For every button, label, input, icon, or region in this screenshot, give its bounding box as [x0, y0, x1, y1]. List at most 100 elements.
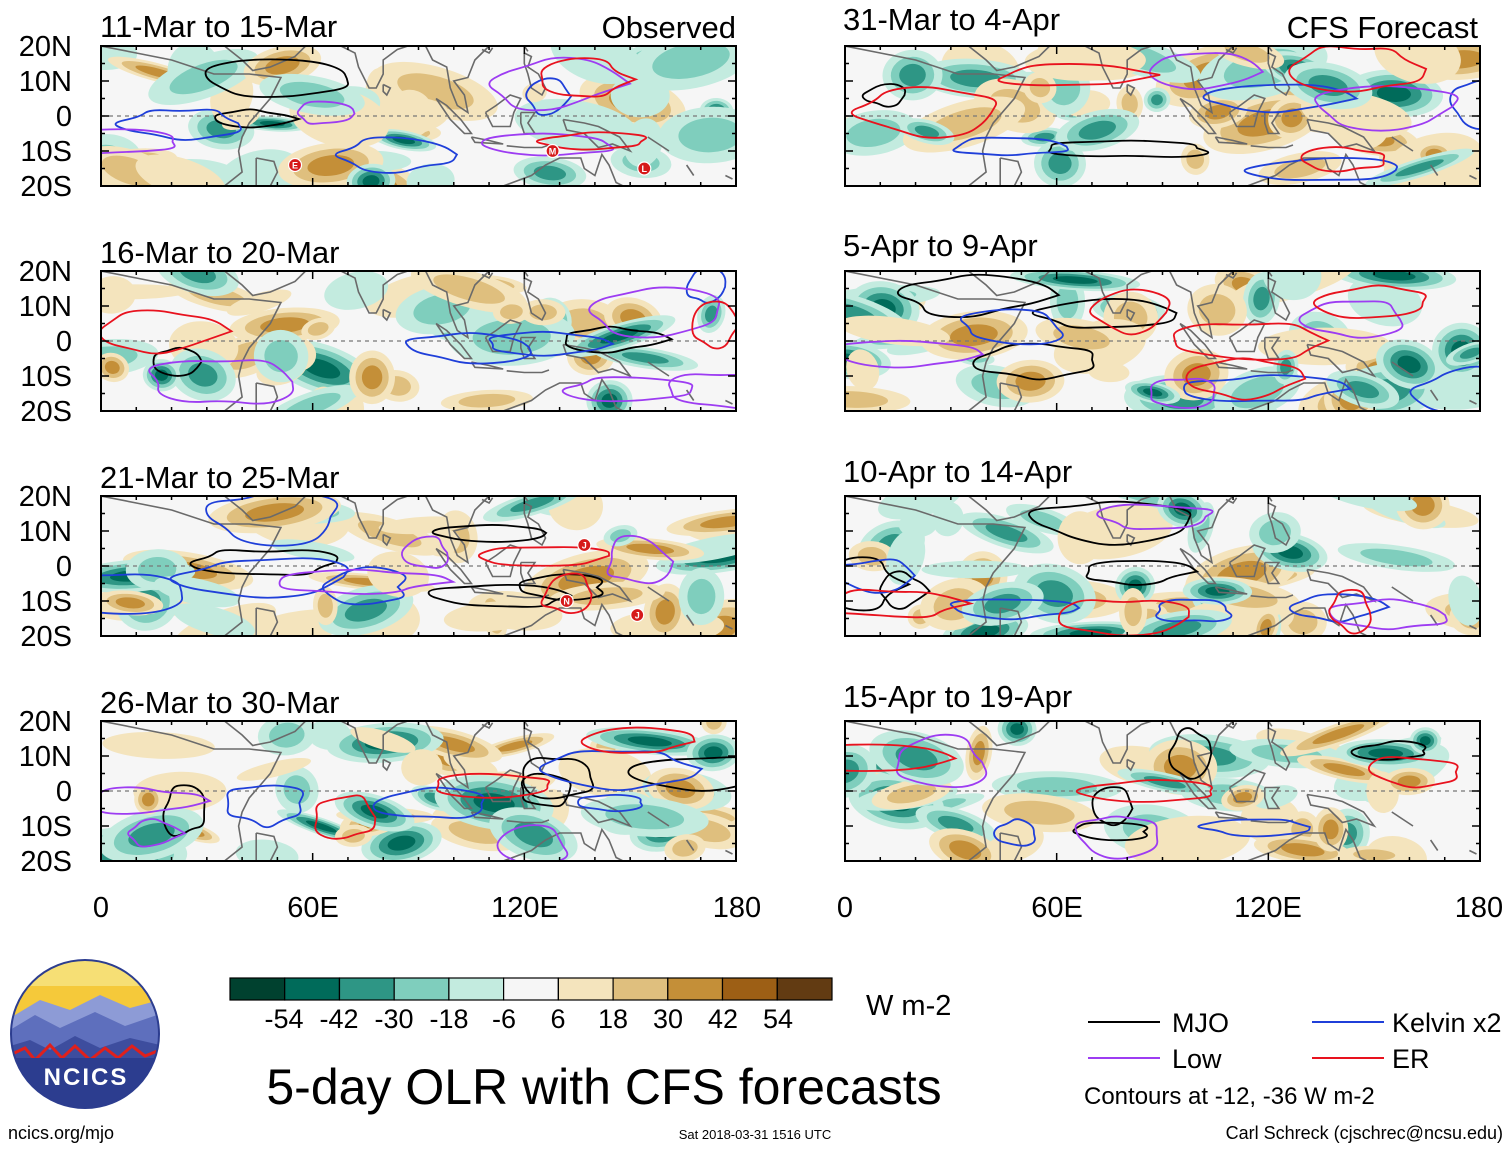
colorbar-tick: -30 [374, 1004, 413, 1034]
colorbar-swatch [448, 977, 505, 1001]
olr-negative-anomaly [623, 118, 663, 168]
olr-positive-anomaly [1165, 822, 1216, 861]
olr-negative-anomaly [1253, 286, 1270, 311]
kelvin-contour [114, 108, 242, 141]
coastline [1264, 786, 1281, 810]
coastline [255, 157, 279, 186]
coastline [481, 272, 494, 280]
coastline [484, 544, 522, 578]
olr-positive-anomaly [1353, 849, 1396, 861]
colorbar-tick: 42 [708, 1004, 738, 1034]
mjo-contour [845, 556, 912, 612]
olr-positive-anomaly [846, 349, 880, 391]
coastline [647, 136, 670, 152]
tropical-cyclone-marker [577, 537, 592, 553]
coastline [523, 277, 547, 322]
coastline [845, 721, 1027, 861]
coastline [1228, 319, 1266, 353]
olr-negative-anomaly [362, 175, 380, 186]
olr-negative-anomaly [652, 46, 730, 79]
coastline [1168, 46, 1234, 115]
colorbar-tick: -42 [319, 1004, 358, 1034]
coastlines [101, 496, 733, 636]
olr-negative-anomaly [921, 560, 1029, 579]
mjo-contour [1350, 740, 1427, 761]
tropical-cyclone-letter: N [563, 597, 570, 607]
coastline [1429, 164, 1439, 176]
map-panel-obs-3: J N J [100, 495, 737, 637]
coastline [1084, 721, 1153, 764]
coastline [1306, 343, 1377, 378]
olr-positive-anomaly [1281, 108, 1303, 128]
olr-negative-anomaly [985, 523, 1028, 543]
olr-positive-anomaly [655, 599, 675, 625]
coastline [506, 594, 550, 599]
lat-label: 10S [20, 586, 72, 618]
coastline [101, 46, 283, 186]
olr-negative-anomaly [179, 271, 216, 284]
low-contour [400, 535, 449, 569]
olr-negative-anomaly [878, 496, 962, 520]
er-contour [845, 743, 958, 772]
kelvin-contour [1409, 365, 1480, 411]
colorbar-units: W m-2 [866, 990, 951, 1022]
olr-negative-anomaly [533, 165, 567, 181]
low-contour [488, 56, 632, 112]
observed-column-title: Observed [602, 10, 736, 45]
coastline [1168, 496, 1234, 565]
olr-positive-anomaly [1198, 294, 1236, 326]
olr-negative-anomaly [599, 328, 639, 344]
olr-positive-anomaly [700, 515, 736, 529]
olr-positive-anomaly [1124, 597, 1142, 627]
olr-negative-anomaly [1448, 575, 1480, 626]
coastline [101, 496, 283, 636]
coastline [1429, 839, 1439, 851]
olr-positive-anomaly [672, 839, 698, 857]
olr-negative-anomaly [305, 820, 337, 833]
olr-positive-anomaly [245, 503, 305, 522]
olr-negative-anomaly [914, 125, 940, 138]
er-contour [1172, 322, 1331, 361]
coastline [1391, 586, 1414, 602]
coastline [523, 502, 547, 547]
coastline [481, 47, 494, 55]
footer-url[interactable]: ncics.org/mjo [8, 1123, 114, 1143]
coastline [1267, 727, 1291, 772]
kelvin-contour [1288, 593, 1391, 623]
low-contour [480, 132, 615, 157]
colorbar-tick: 30 [653, 1004, 683, 1034]
coastline [1246, 602, 1368, 636]
olr-positive-anomaly [378, 516, 468, 535]
kelvin-contour [949, 598, 1081, 621]
coastline [435, 322, 474, 360]
coastline [224, 271, 307, 297]
kelvin-contour [488, 330, 615, 357]
er-contour [1089, 288, 1171, 336]
kelvin-contour [101, 573, 183, 615]
low-contour [296, 100, 356, 125]
olr-positive-anomaly [458, 393, 516, 408]
olr-negative-anomaly [1397, 355, 1421, 374]
coastline [520, 336, 537, 360]
olr-positive-anomaly [1224, 46, 1270, 63]
olr-negative-anomaly [1395, 159, 1444, 177]
olr-negative-anomaly [510, 496, 555, 512]
coastline [484, 769, 522, 803]
er-contour [314, 794, 377, 840]
olr-positive-anomaly [1330, 98, 1390, 150]
kelvin-contour [685, 271, 727, 304]
coastline [382, 533, 392, 547]
low-contour [1074, 815, 1159, 860]
forecast-column-title: CFS Forecast [1287, 10, 1479, 45]
er-contour [535, 131, 648, 151]
olr-positive-anomaly [317, 593, 333, 618]
olr-positive-anomaly [443, 601, 538, 632]
er-contour [580, 726, 696, 754]
olr-positive-anomaly [1004, 800, 1075, 825]
lon-label: 60E [1031, 892, 1083, 924]
coastline [382, 308, 392, 322]
lat-label: 20N [19, 31, 72, 63]
colorbar-swatch [721, 977, 778, 1001]
coastline [1225, 497, 1238, 505]
coastline [725, 174, 733, 180]
